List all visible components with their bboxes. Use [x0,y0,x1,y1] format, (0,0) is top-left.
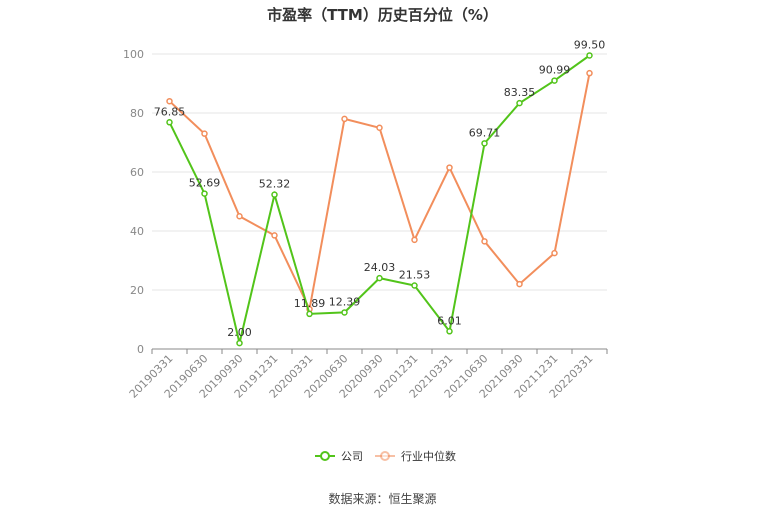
data-label: 90.99 [539,64,571,77]
data-point [166,119,173,126]
data-point [516,99,523,107]
data-point [446,164,453,171]
data-point [411,282,418,289]
legend-marker [320,451,330,461]
legend-marker [380,451,390,461]
data-point [271,232,278,239]
data-point [411,236,418,244]
data-source: 数据来源：恒生聚源 [328,492,437,506]
data-point [376,124,383,131]
data-label: 52.69 [189,177,221,190]
data-point [341,115,348,123]
data-point [481,140,488,147]
data-label: 69.71 [469,126,501,139]
y-tick-label: 60 [130,166,144,179]
data-point [306,310,313,318]
legend-item-0[interactable]: 公司 [315,450,363,463]
y-tick-label: 40 [130,225,144,238]
legend-label: 行业中位数 [401,449,456,463]
data-point [236,213,243,220]
data-label: 76.85 [154,105,186,118]
data-point [201,130,208,137]
data-point [376,274,383,282]
data-label: 2.00 [227,326,252,339]
legend-item-1[interactable]: 行业中位数 [375,449,456,463]
data-label: 83.35 [504,86,536,99]
data-point [446,328,453,335]
y-tick-label: 0 [137,343,144,356]
data-point [586,52,593,59]
data-label: 11.89 [294,297,326,310]
data-label: 21.53 [399,268,431,281]
data-point [271,191,278,198]
legend-label: 公司 [341,450,363,463]
data-label: 99.50 [574,38,606,51]
data-point [551,77,558,84]
data-point [201,190,208,197]
y-tick-label: 80 [130,107,144,120]
y-tick-label: 100 [123,48,144,61]
data-point [516,280,523,288]
chart-title: 市盈率（TTM）历史百分位（%） [267,6,498,24]
data-point [166,97,173,105]
data-label: 12.39 [329,295,361,308]
data-point [481,238,488,245]
data-label: 24.03 [364,261,396,274]
data-point [551,249,558,257]
data-label: 52.32 [259,178,291,191]
data-point [341,309,348,316]
data-point [236,339,243,347]
data-point [586,69,593,77]
data-label: 6.01 [437,314,462,327]
y-tick-label: 20 [130,284,144,297]
